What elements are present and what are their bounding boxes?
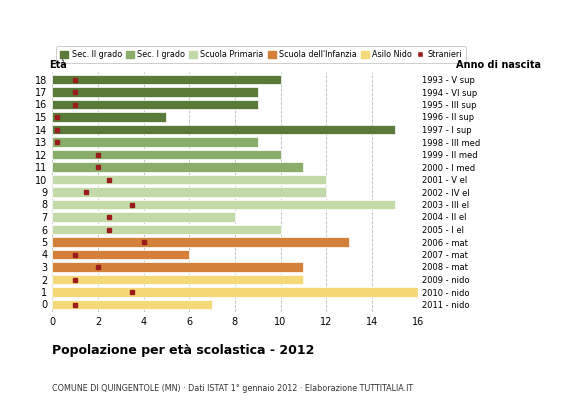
Text: Popolazione per età scolastica - 2012: Popolazione per età scolastica - 2012	[52, 344, 314, 357]
Bar	[52, 150, 281, 159]
Bar	[52, 175, 326, 184]
Bar	[52, 100, 258, 109]
Text: COMUNE DI QUINGENTOLE (MN) · Dati ISTAT 1° gennaio 2012 · Elaborazione TUTTITALI: COMUNE DI QUINGENTOLE (MN) · Dati ISTAT …	[52, 384, 414, 393]
Bar	[52, 262, 303, 272]
Bar	[52, 187, 326, 197]
Bar	[52, 162, 303, 172]
Bar	[52, 287, 418, 297]
Bar	[52, 300, 212, 309]
Bar	[52, 275, 303, 284]
Bar	[52, 87, 258, 97]
Bar	[52, 212, 235, 222]
Bar	[52, 112, 166, 122]
Bar	[52, 250, 189, 259]
Bar	[52, 137, 258, 147]
Bar	[52, 125, 395, 134]
Bar	[52, 225, 281, 234]
Bar	[52, 237, 349, 247]
Bar	[52, 200, 395, 209]
Text: Anno di nascita: Anno di nascita	[456, 60, 541, 70]
Bar	[52, 75, 281, 84]
Legend: Sec. II grado, Sec. I grado, Scuola Primaria, Scuola dell'Infanzia, Asilo Nido, : Sec. II grado, Sec. I grado, Scuola Prim…	[56, 46, 466, 63]
Text: Età: Età	[49, 60, 67, 70]
